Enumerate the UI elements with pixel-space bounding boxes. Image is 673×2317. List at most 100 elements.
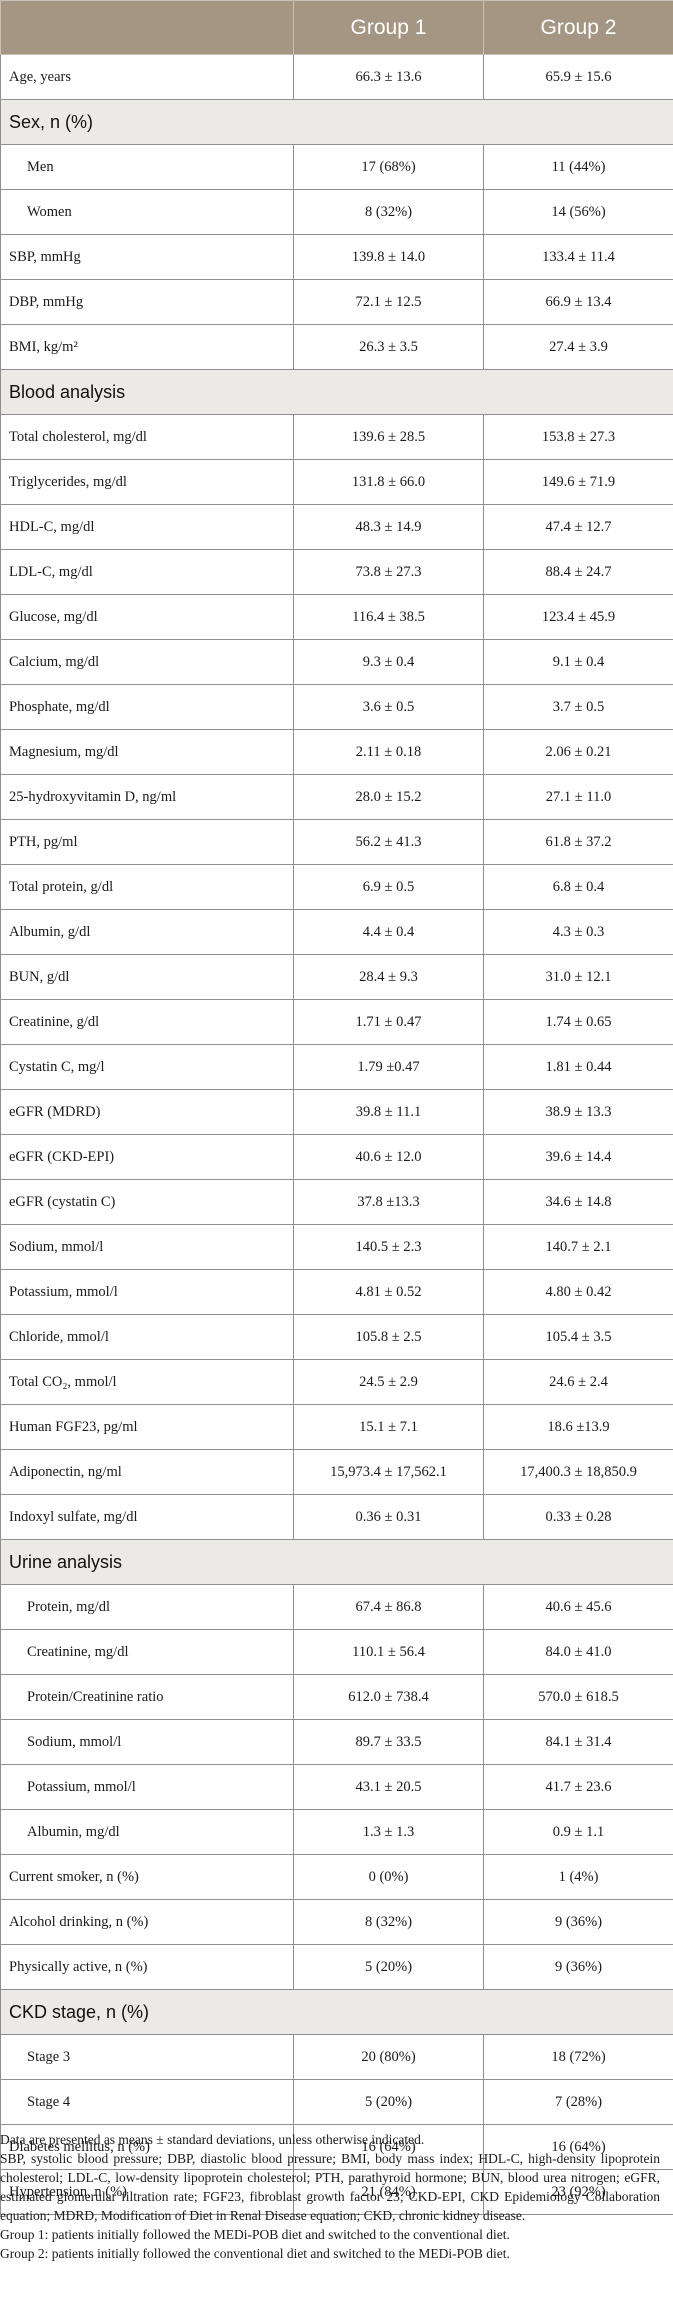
group2-value: 66.9 ± 13.4 bbox=[483, 279, 673, 325]
group1-value: 139.8 ± 14.0 bbox=[293, 234, 484, 280]
group1-value: 8 (32%) bbox=[293, 189, 484, 235]
group1-value: 6.9 ± 0.5 bbox=[293, 864, 484, 910]
group1-value: 110.1 ± 56.4 bbox=[293, 1629, 484, 1675]
group1-value: 43.1 ± 20.5 bbox=[293, 1764, 484, 1810]
row-label: Indoxyl sulfate, mg/dl bbox=[0, 1494, 294, 1540]
group2-value: 27.1 ± 11.0 bbox=[483, 774, 673, 820]
table-row: Men 17 (68%) 11 (44%) bbox=[0, 144, 673, 190]
section-label: Sex, n (%) bbox=[0, 99, 673, 145]
table-row: Stage 3 20 (80%) 18 (72%) bbox=[0, 2034, 673, 2080]
group1-value: 0.36 ± 0.31 bbox=[293, 1494, 484, 1540]
group1-value: 24.5 ± 2.9 bbox=[293, 1359, 484, 1405]
group1-value: 3.6 ± 0.5 bbox=[293, 684, 484, 730]
table-row: Age, years 66.3 ± 13.6 65.9 ± 15.6 bbox=[0, 54, 673, 100]
footnote: Group 1: patients initially followed the… bbox=[0, 2227, 510, 2242]
table-row: HDL-C, mg/dl 48.3 ± 14.9 47.4 ± 12.7 bbox=[0, 504, 673, 550]
group1-value: 2.11 ± 0.18 bbox=[293, 729, 484, 775]
row-label: Adiponectin, ng/ml bbox=[0, 1449, 294, 1495]
section-label: Blood analysis bbox=[0, 369, 673, 415]
group2-value: 1 (4%) bbox=[483, 1854, 673, 1900]
table-row: Triglycerides, mg/dl 131.8 ± 66.0 149.6 ± … bbox=[0, 459, 673, 505]
group1-value: 26.3 ± 3.5 bbox=[293, 324, 484, 370]
group2-value: 27.4 ± 3.9 bbox=[483, 324, 673, 370]
group1-value: 39.8 ± 11.1 bbox=[293, 1089, 484, 1135]
group1-value: 56.2 ± 41.3 bbox=[293, 819, 484, 865]
table-row: Potassium, mmol/l 4.81 ± 0.52 4.80 ± 0.42 bbox=[0, 1269, 673, 1315]
table-header: Group 1 Group 2 bbox=[0, 0, 673, 55]
table-row: Phosphate, mg/dl 3.6 ± 0.5 3.7 ± 0.5 bbox=[0, 684, 673, 730]
row-label: Human FGF23, pg/ml bbox=[0, 1404, 294, 1450]
row-label: Current smoker, n (%) bbox=[0, 1854, 294, 1900]
table-container: Group 1 Group 2 Age, years 66.3 ± 13.6 65.… bbox=[0, 0, 673, 2215]
group2-value: 18 (72%) bbox=[483, 2034, 673, 2080]
group1-value: 4.81 ± 0.52 bbox=[293, 1269, 484, 1315]
table-row: Potassium, mmol/l 43.1 ± 20.5 41.7 ± 23.6 bbox=[0, 1764, 673, 1810]
group2-value: 14 (56%) bbox=[483, 189, 673, 235]
group2-value: 123.4 ± 45.9 bbox=[483, 594, 673, 640]
table-row: eGFR (CKD-EPI) 40.6 ± 12.0 39.6 ± 14.4 bbox=[0, 1134, 673, 1180]
table-row: Women 8 (32%) 14 (56%) bbox=[0, 189, 673, 235]
table-row: LDL-C, mg/dl 73.8 ± 27.3 88.4 ± 24.7 bbox=[0, 549, 673, 595]
group2-value: 4.3 ± 0.3 bbox=[483, 909, 673, 955]
group2-value: 9 (36%) bbox=[483, 1899, 673, 1945]
section-row: Urine analysis bbox=[0, 1539, 673, 1585]
row-label: SBP, mmHg bbox=[0, 234, 294, 280]
group1-value: 4.4 ± 0.4 bbox=[293, 909, 484, 955]
header-row: Group 1 Group 2 bbox=[0, 0, 673, 55]
group2-value: 1.74 ± 0.65 bbox=[483, 999, 673, 1045]
table-row: Protein, mg/dl 67.4 ± 86.8 40.6 ± 45.6 bbox=[0, 1584, 673, 1630]
group2-value: 2.06 ± 0.21 bbox=[483, 729, 673, 775]
group1-value: 105.8 ± 2.5 bbox=[293, 1314, 484, 1360]
table-footnotes: Data are presented as means ± standard d… bbox=[0, 2130, 660, 2263]
table-row: 25-hydroxyvitamin D, ng/ml 28.0 ± 15.2 27.… bbox=[0, 774, 673, 820]
group1-value: 40.6 ± 12.0 bbox=[293, 1134, 484, 1180]
group2-value: 23 (92%) bbox=[483, 2169, 673, 2215]
group2-value: 4.80 ± 0.42 bbox=[483, 1269, 673, 1315]
row-label: eGFR (cystatin C) bbox=[0, 1179, 294, 1225]
group2-value: 84.1 ± 31.4 bbox=[483, 1719, 673, 1765]
group2-value: 34.6 ± 14.8 bbox=[483, 1179, 673, 1225]
group2-value: 24.6 ± 2.4 bbox=[483, 1359, 673, 1405]
row-label: Men bbox=[0, 144, 294, 190]
group1-value: 1.79 ±0.47 bbox=[293, 1044, 484, 1090]
group1-value: 5 (20%) bbox=[293, 1944, 484, 1990]
row-label: Diabetes mellitus, n (%) bbox=[0, 2124, 294, 2170]
row-label: Protein, mg/dl bbox=[0, 1584, 294, 1630]
table-row: eGFR (cystatin C) 37.8 ±13.3 34.6 ± 14.8 bbox=[0, 1179, 673, 1225]
group1-value: 0 (0%) bbox=[293, 1854, 484, 1900]
row-label: Glucose, mg/dl bbox=[0, 594, 294, 640]
table-row: eGFR (MDRD) 39.8 ± 11.1 38.9 ± 13.3 bbox=[0, 1089, 673, 1135]
row-label: BMI, kg/m² bbox=[0, 324, 294, 370]
row-label: Potassium, mmol/l bbox=[0, 1764, 294, 1810]
table-row: Chloride, mmol/l 105.8 ± 2.5 105.4 ± 3.5 bbox=[0, 1314, 673, 1360]
table-row: Glucose, mg/dl 116.4 ± 38.5 123.4 ± 45.9 bbox=[0, 594, 673, 640]
group1-value: 139.6 ± 28.5 bbox=[293, 414, 484, 460]
table-row: Total CO₂, mmol/l 24.5 ± 2.9 24.6 ± 2.4 bbox=[0, 1359, 673, 1405]
table-row: Indoxyl sulfate, mg/dl 0.36 ± 0.31 0.33 ± … bbox=[0, 1494, 673, 1540]
row-label: Chloride, mmol/l bbox=[0, 1314, 294, 1360]
data-table: Group 1 Group 2 Age, years 66.3 ± 13.6 65.… bbox=[0, 0, 673, 2215]
group2-value: 39.6 ± 14.4 bbox=[483, 1134, 673, 1180]
row-label: Potassium, mmol/l bbox=[0, 1269, 294, 1315]
table-row: Sodium, mmol/l 140.5 ± 2.3 140.7 ± 2.1 bbox=[0, 1224, 673, 1270]
group1-value: 67.4 ± 86.8 bbox=[293, 1584, 484, 1630]
group1-value: 1.3 ± 1.3 bbox=[293, 1809, 484, 1855]
row-label: Albumin, g/dl bbox=[0, 909, 294, 955]
row-label: PTH, pg/ml bbox=[0, 819, 294, 865]
table-row: Creatinine, g/dl 1.71 ± 0.47 1.74 ± 0.65 bbox=[0, 999, 673, 1045]
header-col-label bbox=[0, 0, 294, 55]
group2-value: 140.7 ± 2.1 bbox=[483, 1224, 673, 1270]
table-row: BUN, g/dl 28.4 ± 9.3 31.0 ± 12.1 bbox=[0, 954, 673, 1000]
row-label: eGFR (CKD-EPI) bbox=[0, 1134, 294, 1180]
group1-value: 20 (80%) bbox=[293, 2034, 484, 2080]
table-row: Protein/Creatinine ratio 612.0 ± 738.4 570… bbox=[0, 1674, 673, 1720]
group2-value: 18.6 ±13.9 bbox=[483, 1404, 673, 1450]
row-label: BUN, g/dl bbox=[0, 954, 294, 1000]
group2-value: 0.9 ± 1.1 bbox=[483, 1809, 673, 1855]
group2-value: 84.0 ± 41.0 bbox=[483, 1629, 673, 1675]
group1-value: 28.0 ± 15.2 bbox=[293, 774, 484, 820]
footnote: Data are presented as means ± standard d… bbox=[0, 2132, 425, 2147]
table-row: Total cholesterol, mg/dl 139.6 ± 28.5 153.… bbox=[0, 414, 673, 460]
header-group2: Group 2 bbox=[483, 0, 673, 55]
